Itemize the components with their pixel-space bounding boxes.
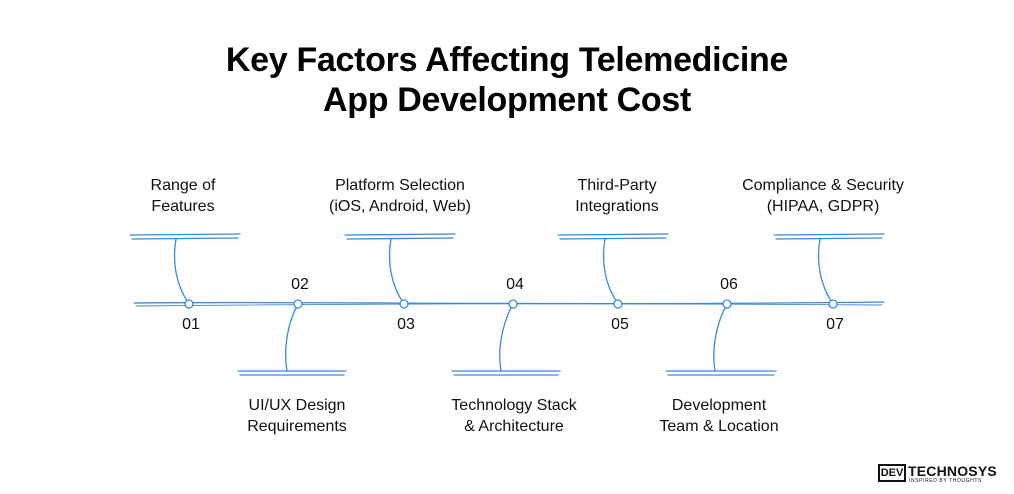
- step-number-05: 05: [611, 316, 629, 333]
- step-number-01: 01: [182, 316, 200, 333]
- factor-label-02: UI/UX Design Requirements: [247, 397, 347, 435]
- connector-02: [237, 299, 347, 376]
- connector-06: [665, 299, 777, 376]
- logo-name: TECHNOSYS: [908, 463, 997, 479]
- title-line-1: Key Factors Affecting Telemedicine: [225, 41, 789, 79]
- factor-label-05: Third-Party Integrations: [575, 177, 659, 215]
- timeline-main-line-2: [135, 303, 883, 307]
- step-number-04: 04: [506, 276, 524, 293]
- step-number-02: 02: [291, 276, 309, 293]
- factor-label-04: Technology Stack & Architecture: [451, 397, 577, 435]
- page-title: Key Factors Affecting Telemedicine App D…: [0, 40, 1014, 120]
- step-number-07: 07: [826, 316, 844, 333]
- timeline-main-line: [133, 301, 885, 305]
- factor-label-01: Range of Features: [150, 177, 216, 215]
- connector-03: [344, 233, 456, 309]
- brand-logo: DEV TECHNOSYS INSPIRED BY THOUGHTS: [878, 464, 998, 486]
- logo-box: DEV: [878, 464, 906, 482]
- connector-04: [451, 299, 561, 376]
- connector-07: [773, 233, 885, 309]
- connector-01: [129, 233, 241, 309]
- step-number-03: 03: [397, 316, 415, 333]
- factor-label-07: Compliance & Security (HIPAA, GDPR): [742, 177, 904, 215]
- factor-label-03: Platform Selection (iOS, Android, Web): [329, 177, 471, 215]
- factor-label-06: Development Team & Location: [659, 397, 779, 435]
- title-line-2: App Development Cost: [322, 81, 692, 119]
- logo-tagline: INSPIRED BY THOUGHTS: [909, 478, 982, 484]
- step-number-06: 06: [720, 276, 738, 293]
- connector-05: [557, 233, 669, 309]
